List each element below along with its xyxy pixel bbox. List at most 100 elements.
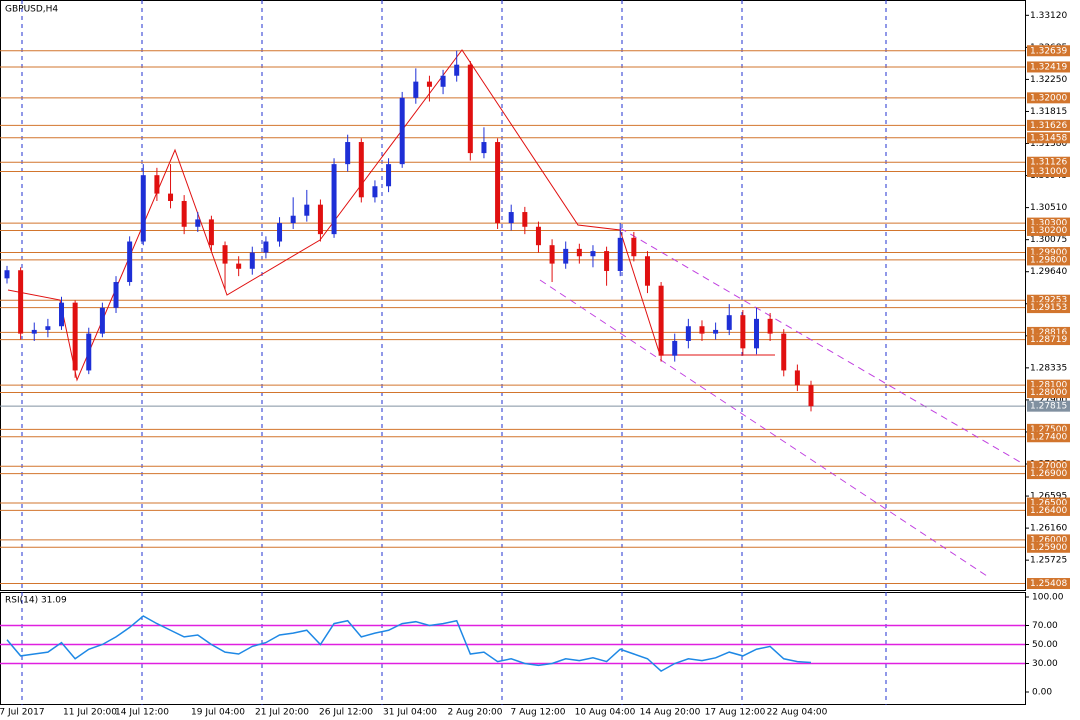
level-label: 1.26900 (1030, 469, 1067, 479)
x-tick-label: 14 Jul 12:00 (115, 708, 169, 718)
candle-body (467, 64, 473, 154)
candle-body (236, 263, 242, 269)
candle-body (222, 245, 228, 264)
x-tick-label: 7 Aug 12:00 (511, 708, 566, 718)
candle-body (426, 81, 432, 87)
level-tag (1027, 497, 1070, 509)
level-label: 1.30200 (1030, 226, 1067, 236)
candle-body (440, 75, 446, 87)
candle-body (481, 142, 487, 154)
level-tag (1027, 254, 1070, 266)
candle-body (345, 142, 351, 165)
candle-body (672, 340, 678, 356)
candle-body (726, 315, 732, 330)
y-tick-label: 1.28335 (1030, 363, 1067, 373)
y-tick-label: 1.31380 (1030, 139, 1067, 149)
level-tag (1027, 431, 1070, 443)
y-tick-label: 1.26160 (1030, 524, 1067, 534)
candle-body (290, 215, 296, 224)
x-tick-label: 7 Jul 2017 (0, 708, 45, 718)
candle-body (576, 248, 582, 257)
y-tick-label: 1.26595 (1030, 492, 1067, 502)
price-panel (0, 0, 1026, 591)
level-tag (1027, 302, 1070, 314)
level-tag (1027, 156, 1070, 168)
candle-body (154, 175, 160, 194)
level-tag (1027, 294, 1070, 306)
level-tag (1027, 224, 1070, 236)
candle-body (168, 193, 174, 201)
x-tick-label: 17 Aug 12:00 (705, 708, 766, 718)
level-tag (1027, 387, 1070, 399)
level-label: 1.30300 (1030, 219, 1067, 229)
candle-body (644, 256, 650, 286)
level-tag (1027, 61, 1070, 73)
rsi-panel (0, 592, 1026, 705)
level-tag (1027, 379, 1070, 391)
level-tag (1027, 217, 1070, 229)
y-tick-label: 70.00 (1032, 621, 1058, 631)
candle-body (372, 186, 378, 198)
level-label: 1.31458 (1030, 133, 1067, 143)
candle-body (358, 142, 364, 198)
level-label: 1.27400 (1030, 432, 1067, 442)
y-tick-label: 1.32250 (1030, 75, 1067, 85)
candle-body (413, 81, 419, 98)
current-price-label: 1.27815 (1030, 402, 1067, 412)
candle-body (658, 285, 664, 356)
candle-body (18, 270, 24, 334)
candle-body (249, 252, 255, 269)
candle-body (195, 219, 201, 227)
x-tick-label: 10 Aug 04:00 (575, 708, 636, 718)
level-label: 1.31126 (1030, 158, 1067, 168)
candle-body (45, 326, 51, 330)
candle-body (590, 251, 596, 257)
y-tick-label: 1.33120 (1030, 11, 1067, 21)
candle-body (522, 212, 528, 227)
level-tag (1027, 326, 1070, 338)
candle-body (781, 333, 787, 371)
level-label: 1.31000 (1030, 167, 1067, 177)
level-label: 1.29153 (1030, 303, 1067, 313)
level-label: 1.32639 (1030, 46, 1067, 56)
x-tick-label: 11 Jul 20:00 (63, 708, 117, 718)
candle-body (331, 164, 337, 235)
y-tick-label: 1.27900 (1030, 395, 1067, 405)
level-tag (1027, 247, 1070, 259)
candle-body (753, 318, 759, 349)
x-tick-label: 26 Jul 12:00 (319, 708, 373, 718)
level-label: 1.29800 (1030, 255, 1067, 265)
level-tag (1027, 119, 1070, 131)
candle-body (563, 248, 569, 264)
level-label: 1.32419 (1030, 62, 1067, 72)
candle-body (549, 245, 555, 264)
level-tag (1027, 166, 1070, 178)
candle-body (59, 302, 65, 327)
candle-body (181, 200, 187, 227)
level-tag (1027, 578, 1070, 590)
level-label: 1.32000 (1030, 93, 1067, 103)
candle-body (386, 164, 392, 187)
candle-body (127, 241, 133, 283)
level-tag (1027, 541, 1070, 553)
y-tick-label: 1.30510 (1030, 203, 1067, 213)
level-tag (1027, 460, 1070, 472)
candle-body (208, 219, 214, 246)
candle-body (617, 237, 623, 271)
candle-body (317, 204, 323, 235)
candle-body (454, 64, 460, 76)
period-separators (21, 0, 887, 705)
level-label: 1.27500 (1030, 425, 1067, 435)
x-tick-label: 31 Jul 04:00 (383, 708, 437, 718)
x-tick-label: 19 Jul 04:00 (191, 708, 245, 718)
candle-body (72, 302, 78, 371)
level-label: 1.28719 (1030, 335, 1067, 345)
levels (0, 50, 1025, 585)
candle-body (86, 333, 92, 371)
y-tick-label: 1.31815 (1030, 107, 1067, 117)
x-tick-label: 21 Jul 20:00 (255, 708, 309, 718)
y-tick-label: 30.00 (1032, 659, 1058, 669)
y-tick-label: 1.30075 (1030, 235, 1067, 245)
level-label: 1.27000 (1030, 462, 1067, 472)
level-label: 1.25900 (1030, 543, 1067, 553)
